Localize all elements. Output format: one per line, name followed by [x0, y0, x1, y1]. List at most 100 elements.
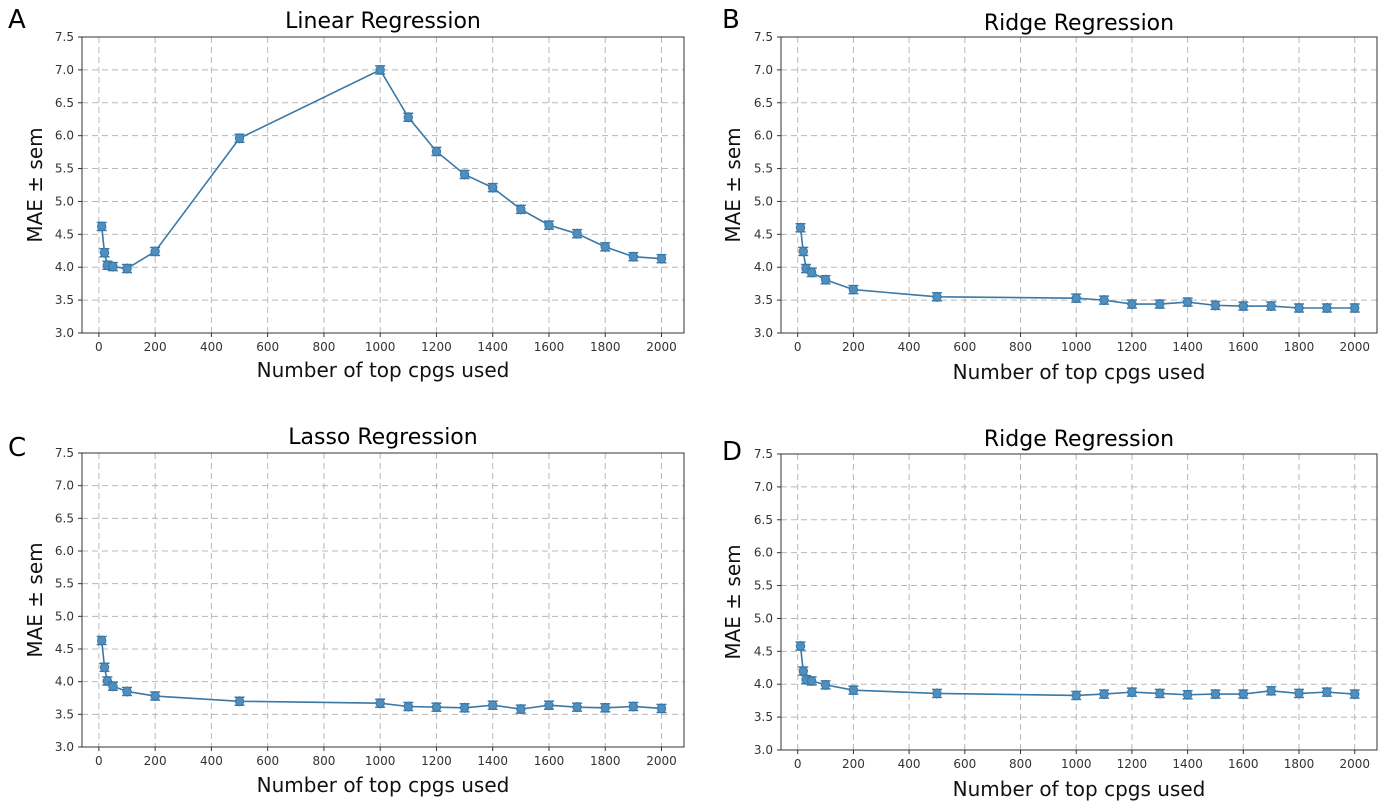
x-tick-label: 2000 — [1339, 340, 1370, 354]
y-tick-label: 6.0 — [55, 544, 74, 558]
data-marker — [544, 220, 554, 230]
x-axis-label: Number of top cpgs used — [257, 773, 510, 797]
x-tick-label: 200 — [842, 340, 865, 354]
data-point — [1126, 687, 1137, 698]
panel-d: 0 200 400 600 800 1000 1200 1400 1600 1800 2000 3.0… — [721, 427, 1378, 801]
x-tick-label: 800 — [1009, 340, 1032, 354]
data-point — [848, 284, 859, 295]
y-tick-label: 6.5 — [754, 96, 773, 110]
y-tick-label: 6.5 — [754, 513, 773, 527]
panel-letter: D — [722, 437, 742, 467]
data-point — [431, 146, 442, 157]
x-tick-label: 400 — [898, 757, 921, 771]
data-point — [1294, 688, 1305, 699]
y-tick-label: 6.0 — [754, 129, 773, 143]
data-marker — [488, 182, 498, 193]
data-point — [1154, 299, 1165, 310]
data-marker — [1182, 690, 1193, 700]
data-point — [1321, 303, 1332, 314]
data-marker — [516, 704, 526, 714]
y-tick-label: 4.5 — [55, 227, 74, 241]
data-point — [820, 679, 831, 690]
y-tick-label: 5.0 — [55, 609, 74, 623]
data-marker — [99, 662, 110, 672]
data-marker — [1127, 299, 1137, 309]
y-axis-label: MAE ± sem — [721, 544, 745, 659]
y-tick-label: 4.5 — [754, 644, 773, 658]
x-tick-label: 1800 — [1284, 340, 1315, 354]
data-point — [150, 246, 161, 257]
data-point — [1154, 688, 1165, 699]
data-marker — [234, 133, 245, 143]
x-tick-label: 1000 — [1061, 340, 1092, 354]
y-tick-label: 5.0 — [754, 611, 773, 625]
data-marker — [932, 688, 942, 699]
y-tick-label: 3.5 — [55, 293, 74, 307]
y-tick-label: 4.0 — [754, 677, 773, 691]
data-point — [375, 64, 386, 75]
y-tick-label: 3.5 — [55, 707, 74, 721]
data-point — [572, 228, 583, 239]
x-tick-label: 800 — [312, 754, 335, 768]
y-tick-label: 4.5 — [55, 642, 74, 656]
data-marker — [798, 246, 808, 257]
data-point — [806, 675, 817, 686]
data-marker — [375, 698, 385, 708]
x-tick-label: 1600 — [534, 754, 565, 768]
y-tick-label: 7.5 — [754, 30, 773, 44]
data-marker — [1071, 690, 1081, 701]
x-tick-label: 1400 — [1172, 757, 1203, 771]
data-marker — [848, 284, 859, 295]
data-marker — [795, 641, 806, 651]
data-marker — [600, 242, 610, 252]
data-marker — [600, 703, 610, 713]
x-axis-label: Number of top cpgs used — [953, 360, 1206, 384]
data-marker — [99, 248, 110, 258]
x-tick-label: 1600 — [1228, 340, 1259, 354]
data-marker — [656, 253, 667, 264]
data-point — [848, 685, 859, 696]
data-marker — [1127, 687, 1137, 697]
y-tick-label: 7.0 — [754, 63, 773, 77]
y-tick-label: 3.5 — [754, 710, 773, 724]
x-tick-label: 1000 — [365, 340, 396, 354]
y-axis-label: MAE ± sem — [23, 542, 47, 657]
data-marker — [1294, 688, 1304, 699]
x-tick-label: 400 — [200, 754, 223, 768]
data-point — [572, 702, 583, 713]
data-marker — [488, 700, 498, 710]
data-point — [515, 704, 526, 715]
x-tick-label: 800 — [312, 340, 335, 354]
data-marker — [234, 696, 245, 706]
data-point — [403, 701, 414, 712]
data-point — [600, 241, 611, 252]
x-tick-label: 600 — [256, 340, 279, 354]
data-marker — [806, 267, 817, 278]
y-tick-label: 7.5 — [754, 447, 773, 461]
data-point — [96, 635, 107, 646]
x-tick-label: 200 — [144, 340, 167, 354]
x-tick-label: 2000 — [1339, 757, 1370, 771]
data-marker — [1155, 688, 1165, 699]
data-point — [795, 222, 806, 233]
data-marker — [795, 223, 806, 233]
x-tick-label: 600 — [953, 340, 976, 354]
data-point — [234, 133, 245, 144]
data-marker — [1210, 300, 1221, 311]
data-marker — [516, 204, 526, 215]
data-point — [1349, 689, 1360, 700]
x-tick-label: 200 — [144, 754, 167, 768]
y-tick-label: 3.0 — [55, 740, 74, 754]
y-tick-label: 6.5 — [55, 96, 74, 110]
y-tick-label: 5.5 — [754, 579, 773, 593]
y-tick-label: 5.5 — [55, 577, 74, 591]
data-point — [107, 681, 118, 692]
y-axis-label: MAE ± sem — [721, 127, 745, 242]
data-point — [459, 169, 470, 180]
data-marker — [1322, 303, 1332, 313]
data-point — [931, 291, 942, 302]
data-marker — [96, 635, 107, 646]
y-tick-label: 6.5 — [55, 511, 74, 525]
x-tick-label: 200 — [842, 757, 865, 771]
data-point — [234, 696, 245, 707]
